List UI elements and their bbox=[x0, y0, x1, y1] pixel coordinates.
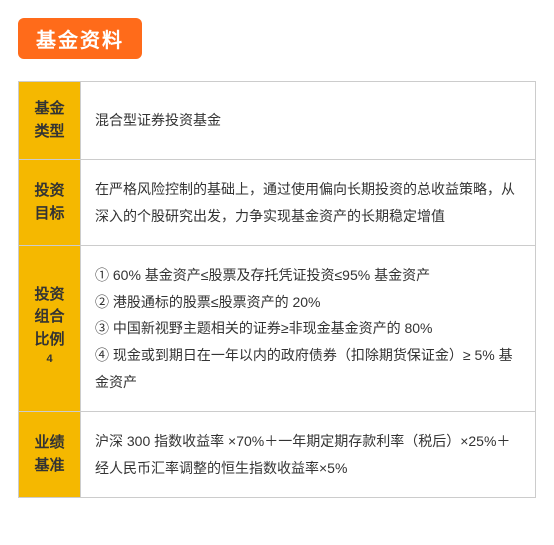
section-title-badge: 基金资料 bbox=[18, 18, 142, 59]
table-row: 基金类型 混合型证券投资基金 bbox=[19, 82, 536, 160]
row-content-fund-type: 混合型证券投资基金 bbox=[81, 82, 536, 160]
fund-info-table: 基金类型 混合型证券投资基金 投资目标 在严格风险控制的基础上，通过使用偏向长期… bbox=[18, 81, 536, 498]
row-content-benchmark: 沪深 300 指数收益率 ×70%＋一年期定期存款利率（税后）×25%＋ 经人民… bbox=[81, 412, 536, 498]
row-label-benchmark: 业绩基准 bbox=[19, 412, 81, 498]
footnote-marker: 4 bbox=[46, 353, 52, 365]
row-label-investment-objective: 投资目标 bbox=[19, 160, 81, 246]
table-row: 投资目标 在严格风险控制的基础上，通过使用偏向长期投资的总收益策略，从深入的个股… bbox=[19, 160, 536, 246]
row-content-investment-objective: 在严格风险控制的基础上，通过使用偏向长期投资的总收益策略，从深入的个股研究出发，… bbox=[81, 160, 536, 246]
table-row: 业绩基准 沪深 300 指数收益率 ×70%＋一年期定期存款利率（税后）×25%… bbox=[19, 412, 536, 498]
row-label-fund-type: 基金类型 bbox=[19, 82, 81, 160]
label-text: 投资组合比例 bbox=[34, 286, 64, 348]
row-label-portfolio-ratio: 投资组合比例 4 bbox=[19, 246, 81, 412]
table-row: 投资组合比例 4 ① 60% 基金资产≤股票及存托凭证投资≤95% 基金资产② 港… bbox=[19, 246, 536, 412]
row-content-portfolio-ratio: ① 60% 基金资产≤股票及存托凭证投资≤95% 基金资产② 港股通标的股票≤股… bbox=[81, 246, 536, 412]
